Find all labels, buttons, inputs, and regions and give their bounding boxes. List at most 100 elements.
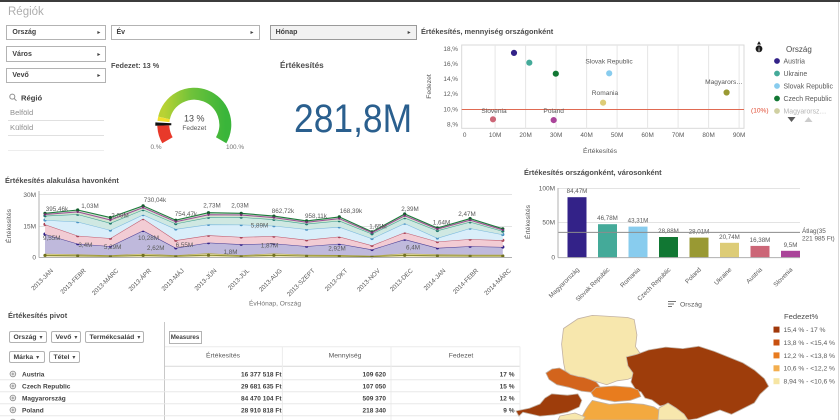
svg-text:862,72k: 862,72k — [272, 208, 295, 215]
svg-text:Czech Republic: Czech Republic — [784, 96, 833, 103]
svg-text:40M: 40M — [580, 132, 592, 139]
svg-text:2,73M: 2,73M — [203, 203, 221, 210]
svg-text:Külföld: Külföld — [10, 123, 33, 132]
svg-text:12 %: 12 % — [500, 395, 515, 402]
svg-text:5,89M: 5,89M — [251, 223, 269, 230]
svg-text:20,74M: 20,74M — [719, 234, 740, 241]
svg-text:20M: 20M — [519, 132, 531, 139]
svg-text:ÉvHónap, Ország: ÉvHónap, Ország — [249, 299, 301, 308]
svg-text:Slovak Republic: Slovak Republic — [585, 59, 633, 66]
svg-text:107 050: 107 050 — [363, 383, 387, 390]
svg-text:168,39k: 168,39k — [340, 208, 363, 215]
svg-text:5,29M: 5,29M — [104, 244, 122, 251]
svg-text:Értékesítés: Értékesítés — [583, 146, 618, 155]
svg-text:6,55M: 6,55M — [176, 242, 194, 249]
svg-text:8,%: 8,% — [447, 121, 458, 128]
svg-text:17 %: 17 % — [500, 371, 515, 378]
svg-text:Fedezet: Fedezet — [182, 125, 206, 132]
svg-text:50M: 50M — [542, 220, 555, 227]
svg-text:1,65M: 1,65M — [369, 224, 387, 231]
svg-text:0: 0 — [551, 255, 555, 262]
svg-text:958,11k: 958,11k — [305, 213, 328, 220]
svg-text:2,92M: 2,92M — [328, 246, 346, 253]
svg-text:Fedezet: Fedezet — [449, 353, 474, 360]
svg-text:12,%: 12,% — [443, 91, 458, 98]
svg-text:Magyarorsz…: Magyarorsz… — [784, 108, 827, 115]
svg-text:Belföld: Belföld — [10, 108, 33, 117]
svg-text:84,47M: 84,47M — [567, 188, 588, 195]
svg-text:2,39M: 2,39M — [401, 206, 419, 213]
svg-text:1,87M: 1,87M — [261, 243, 279, 250]
svg-text:Austria: Austria — [784, 58, 806, 65]
svg-text:3,4M: 3,4M — [78, 242, 92, 249]
svg-text:2,47M: 2,47M — [458, 211, 476, 218]
svg-text:0: 0 — [463, 132, 467, 139]
svg-text:1,03M: 1,03M — [81, 203, 99, 210]
svg-text:16 377 518 Ft: 16 377 518 Ft — [241, 371, 282, 378]
svg-text:16,38M: 16,38M — [750, 237, 771, 244]
svg-text:46,78M: 46,78M — [597, 215, 618, 222]
svg-text:13,8 % - <15,4 %: 13,8 % - <15,4 % — [784, 340, 836, 347]
svg-text:Régió: Régió — [21, 94, 42, 103]
svg-text:Mennyiség: Mennyiség — [329, 353, 362, 360]
svg-text:2,09M: 2,09M — [111, 213, 129, 220]
svg-text:0.%: 0.% — [150, 144, 161, 151]
svg-text:10,28M: 10,28M — [138, 235, 159, 242]
svg-text:9,55M: 9,55M — [43, 235, 61, 242]
svg-text:15,4 % - 17 %: 15,4 % - 17 % — [784, 327, 826, 334]
svg-text:Magyarors…: Magyarors… — [705, 79, 743, 86]
svg-text:8,94 % - <10,6 %: 8,94 % - <10,6 % — [784, 379, 836, 386]
svg-text:218 340: 218 340 — [363, 407, 387, 414]
svg-text:29 681 635 Ft: 29 681 635 Ft — [241, 383, 282, 390]
svg-text:14,%: 14,% — [443, 76, 458, 83]
svg-text:Értékesítés: Értékesítés — [4, 208, 13, 243]
svg-text:Magyarország: Magyarország — [22, 395, 66, 402]
svg-text:(10%): (10%) — [751, 107, 769, 114]
svg-text:730,04k: 730,04k — [144, 197, 167, 204]
svg-text:30M: 30M — [550, 132, 562, 139]
svg-text:2,62M: 2,62M — [147, 245, 165, 252]
svg-text:Ukraine: Ukraine — [784, 71, 808, 78]
svg-text:Fedezet: Fedezet — [426, 74, 433, 99]
svg-text:0: 0 — [32, 255, 36, 262]
svg-text:18,%: 18,% — [443, 46, 458, 53]
svg-text:Értékesítés: Értékesítés — [206, 351, 241, 360]
svg-text:Romania: Romania — [592, 90, 619, 97]
svg-text:28 910 818 Ft: 28 910 818 Ft — [241, 407, 282, 414]
svg-text:6,4M: 6,4M — [406, 245, 420, 252]
svg-text:9,5M: 9,5M — [784, 242, 798, 249]
svg-text:509 370: 509 370 — [363, 395, 387, 402]
svg-text:Poland: Poland — [22, 407, 44, 414]
svg-text:1,8M: 1,8M — [224, 249, 238, 256]
svg-text:15M: 15M — [23, 223, 36, 230]
svg-text:9 %: 9 % — [503, 407, 514, 414]
svg-text:395,46k: 395,46k — [46, 206, 69, 213]
svg-text:100M: 100M — [539, 186, 555, 193]
svg-text:Austria: Austria — [22, 371, 45, 378]
svg-text:1,64M: 1,64M — [433, 219, 451, 226]
svg-text:Slovenia: Slovenia — [481, 108, 507, 115]
svg-text:i: i — [758, 47, 760, 53]
svg-text:Fedezet%: Fedezet% — [784, 312, 818, 321]
svg-text:60M: 60M — [641, 132, 653, 139]
svg-text:100.%: 100.% — [226, 144, 244, 151]
svg-text:Poland: Poland — [543, 108, 564, 115]
svg-text:10M: 10M — [489, 132, 501, 139]
svg-text:2,03M: 2,03M — [231, 203, 249, 210]
svg-text:10,6 % - <12,2 %: 10,6 % - <12,2 % — [784, 366, 836, 373]
svg-text:84 470 104 Ft: 84 470 104 Ft — [241, 395, 282, 402]
svg-text:221 985 Ft): 221 985 Ft) — [802, 235, 835, 242]
svg-text:13 %: 13 % — [184, 114, 205, 124]
svg-text:28,88M: 28,88M — [658, 228, 679, 235]
svg-text:Ország: Ország — [680, 302, 702, 309]
svg-text:80M: 80M — [702, 132, 714, 139]
svg-text:Slovak Republic: Slovak Republic — [784, 83, 834, 90]
svg-text:Czech Republic: Czech Republic — [22, 383, 71, 390]
svg-text:Átlag(35: Átlag(35 — [802, 226, 826, 235]
svg-text:10,%: 10,% — [443, 106, 458, 113]
svg-text:43,31M: 43,31M — [628, 218, 649, 225]
svg-text:Értékesítés: Értékesítés — [523, 204, 532, 239]
svg-text:Ország: Ország — [786, 45, 812, 54]
svg-text:754,47k: 754,47k — [175, 211, 198, 218]
svg-text:109 620: 109 620 — [363, 371, 387, 378]
